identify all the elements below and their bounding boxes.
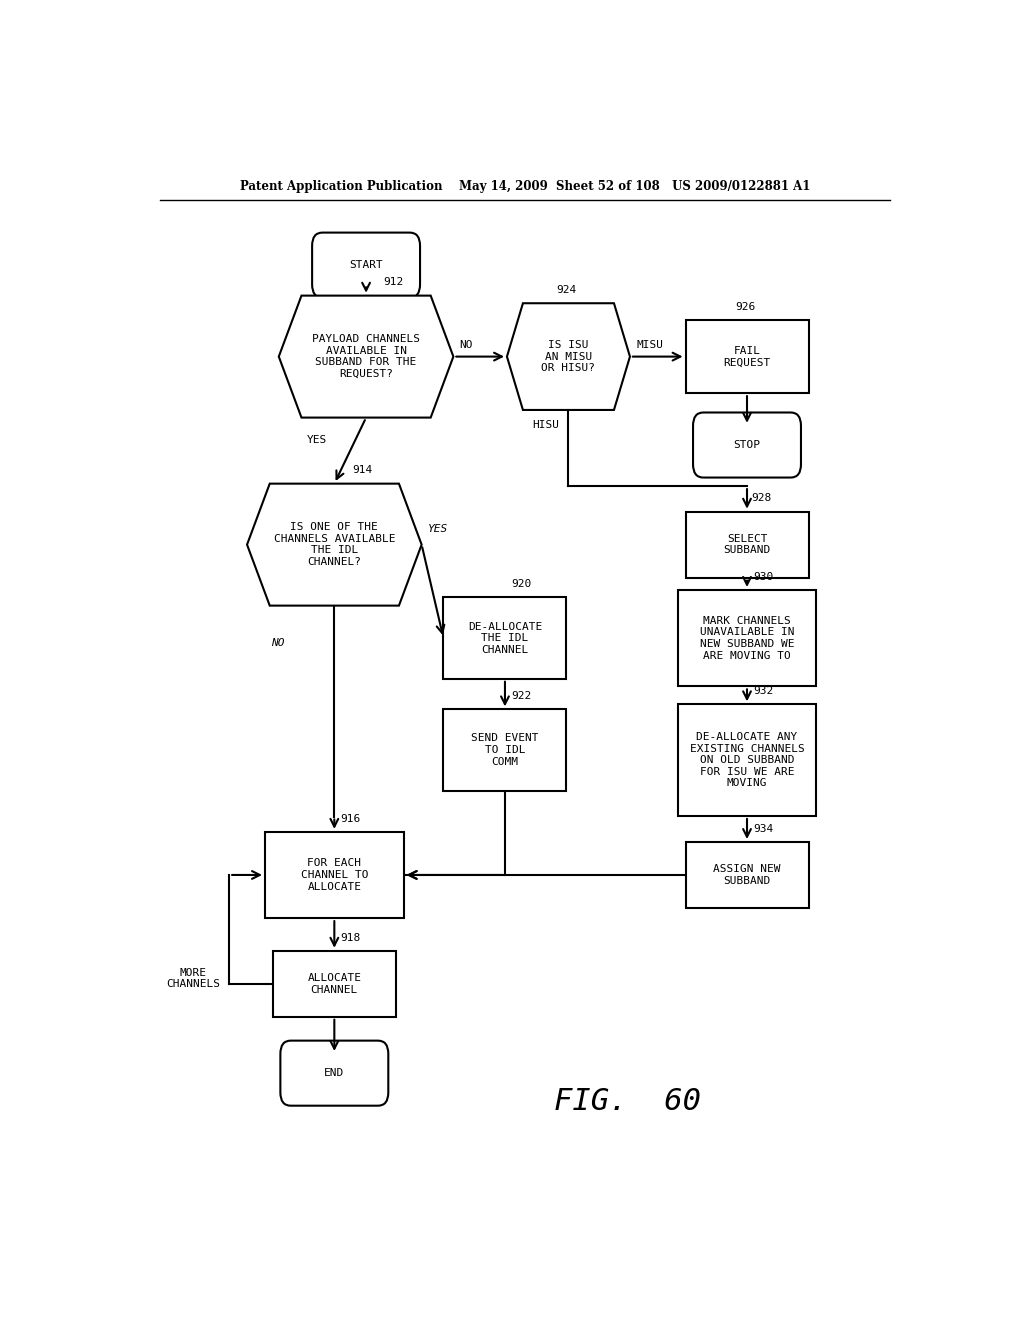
Text: DE-ALLOCATE
THE IDL
CHANNEL: DE-ALLOCATE THE IDL CHANNEL	[468, 622, 542, 655]
Text: 928: 928	[751, 494, 771, 503]
Text: Patent Application Publication    May 14, 2009  Sheet 52 of 108   US 2009/012288: Patent Application Publication May 14, 2…	[240, 181, 810, 193]
Bar	[265, 832, 403, 919]
Text: 914: 914	[352, 466, 372, 475]
Bar	[685, 512, 809, 578]
FancyBboxPatch shape	[281, 1040, 388, 1106]
Text: SEND EVENT
TO IDL
COMM: SEND EVENT TO IDL COMM	[471, 734, 539, 767]
Bar	[272, 950, 396, 1016]
Text: 922: 922	[511, 692, 531, 701]
Text: MISU: MISU	[636, 341, 664, 351]
Text: SELECT
SUBBAND: SELECT SUBBAND	[723, 533, 771, 556]
Polygon shape	[507, 304, 630, 411]
Text: DE-ALLOCATE ANY
EXISTING CHANNELS
ON OLD SUBBAND
FOR ISU WE ARE
MOVING: DE-ALLOCATE ANY EXISTING CHANNELS ON OLD…	[689, 731, 805, 788]
Text: YES: YES	[306, 436, 327, 445]
Text: 924: 924	[557, 285, 577, 296]
Text: 934: 934	[754, 824, 773, 834]
Text: MORE
CHANNELS: MORE CHANNELS	[167, 968, 220, 990]
Text: STOP: STOP	[733, 440, 761, 450]
Text: HISU: HISU	[532, 420, 560, 430]
Text: YES: YES	[428, 524, 449, 535]
FancyBboxPatch shape	[693, 412, 801, 478]
Text: 916: 916	[341, 813, 360, 824]
Text: 930: 930	[754, 572, 773, 582]
Text: MARK CHANNELS
UNAVAILABLE IN
NEW SUBBAND WE
ARE MOVING TO: MARK CHANNELS UNAVAILABLE IN NEW SUBBAND…	[699, 615, 795, 660]
Text: 920: 920	[511, 579, 531, 589]
Text: PAYLOAD CHANNELS
AVAILABLE IN
SUBBAND FOR THE
REQUEST?: PAYLOAD CHANNELS AVAILABLE IN SUBBAND FO…	[312, 334, 420, 379]
Text: START: START	[349, 260, 383, 271]
Text: NO: NO	[460, 341, 473, 351]
Text: IS ONE OF THE
CHANNELS AVAILABLE
THE IDL
CHANNEL?: IS ONE OF THE CHANNELS AVAILABLE THE IDL…	[273, 523, 395, 568]
Bar	[443, 709, 566, 791]
Polygon shape	[247, 483, 422, 606]
Text: 932: 932	[754, 686, 773, 696]
FancyBboxPatch shape	[312, 232, 420, 297]
Bar	[678, 704, 816, 816]
Text: 918: 918	[341, 932, 360, 942]
Text: 926: 926	[735, 302, 756, 312]
Text: IS ISU
AN MISU
OR HISU?: IS ISU AN MISU OR HISU?	[542, 341, 595, 374]
Text: END: END	[325, 1068, 344, 1078]
Text: FIG.  60: FIG. 60	[554, 1088, 701, 1117]
Text: NO: NO	[270, 639, 285, 648]
Polygon shape	[279, 296, 454, 417]
Text: FOR EACH
CHANNEL TO
ALLOCATE: FOR EACH CHANNEL TO ALLOCATE	[301, 858, 368, 891]
Bar	[443, 598, 566, 678]
Text: 912: 912	[384, 277, 403, 288]
Text: FAIL
REQUEST: FAIL REQUEST	[723, 346, 771, 367]
Bar	[678, 590, 816, 686]
Text: ASSIGN NEW
SUBBAND: ASSIGN NEW SUBBAND	[714, 865, 780, 886]
Bar	[685, 842, 809, 908]
Text: ALLOCATE
CHANNEL: ALLOCATE CHANNEL	[307, 973, 361, 994]
Bar	[685, 319, 809, 393]
